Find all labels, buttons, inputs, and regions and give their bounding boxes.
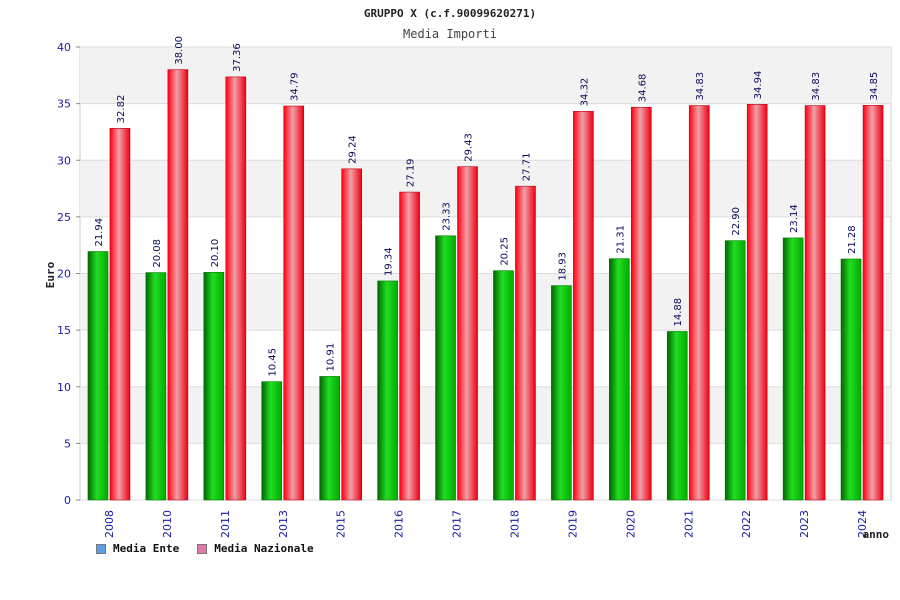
bar-media-ente-2011	[203, 272, 225, 501]
x-tick-label: 2008	[103, 510, 116, 538]
bar-media-ente-2018	[493, 270, 514, 501]
data-label: 20.25	[499, 237, 510, 266]
y-tick-label: 20	[57, 268, 71, 281]
x-axis-label: anno	[863, 528, 890, 541]
data-label: 20.10	[210, 239, 221, 268]
bar-media-nazionale-2024	[862, 105, 884, 501]
bar-media-ente-2015	[319, 376, 340, 501]
x-tick-label: 2011	[219, 510, 232, 538]
legend-item-media-ente: Media Ente	[96, 542, 179, 555]
legend: Media Ente Media Nazionale	[96, 542, 314, 555]
data-label: 34.32	[579, 78, 590, 107]
bar-media-nazionale-2016	[399, 191, 420, 501]
data-label: 27.19	[406, 158, 417, 187]
data-label: 34.94	[753, 71, 764, 100]
x-tick-label: 2021	[682, 510, 695, 538]
data-label: 34.83	[695, 72, 706, 101]
bar-media-ente-2017	[435, 235, 456, 501]
x-tick-label: 2015	[335, 510, 348, 538]
data-label: 29.24	[348, 135, 359, 164]
bar-media-ente-2023	[782, 237, 804, 501]
y-tick-label: 15	[57, 324, 71, 337]
x-tick-label: 2013	[277, 510, 290, 538]
y-tick-label: 10	[57, 381, 71, 394]
data-label: 34.79	[290, 72, 301, 101]
data-label: 29.43	[464, 133, 475, 162]
bar-media-ente-2021	[666, 331, 688, 501]
data-label: 23.14	[789, 204, 800, 233]
y-tick-label: 30	[57, 154, 71, 167]
y-axis-label: Euro	[44, 261, 57, 288]
x-tick-label: 2018	[508, 510, 521, 538]
y-tick-label: 25	[57, 211, 71, 224]
data-label: 23.33	[442, 202, 453, 231]
data-label: 32.82	[116, 95, 127, 124]
grid-band	[80, 160, 891, 217]
bar-media-nazionale-2010	[167, 69, 189, 501]
data-label: 10.45	[268, 348, 279, 377]
bar-media-nazionale-2022	[746, 104, 768, 501]
bar-media-nazionale-2008	[109, 128, 131, 501]
data-label: 27.71	[521, 153, 532, 182]
x-tick-label: 2017	[451, 510, 464, 538]
data-label: 34.83	[811, 72, 822, 101]
data-label: 38.00	[174, 36, 185, 65]
y-tick-label: 5	[64, 437, 71, 450]
x-tick-label: 2022	[740, 510, 753, 538]
bar-media-nazionale-2021	[688, 105, 710, 501]
data-label: 21.94	[94, 218, 105, 247]
grid-band	[80, 273, 891, 331]
x-tick-label: 2016	[393, 510, 406, 538]
bars-layer: 21.94 32.82 20.08 38.00 20.10 37.36 10.45 34.79…	[87, 36, 884, 501]
bar-media-nazionale-2019	[573, 111, 594, 501]
legend-swatch-media-nazionale	[197, 543, 208, 554]
chart-subtitle: Media Importi	[403, 27, 497, 41]
data-label: 20.08	[152, 239, 163, 268]
x-tick-label: 2010	[161, 510, 174, 538]
data-label: 19.34	[384, 247, 395, 276]
bar-media-nazionale-2023	[804, 105, 826, 501]
legend-swatch-media-ente	[96, 543, 106, 554]
data-label: 34.68	[637, 74, 648, 103]
bar-media-ente-2013	[261, 381, 283, 501]
bar-media-ente-2010	[145, 272, 167, 501]
data-label: 21.28	[847, 225, 858, 254]
x-axis-ticks: 2008 2010 2011 2013 2015 2016 2017 2018 2019 2020…	[103, 510, 869, 538]
bar-media-nazionale-2017	[457, 166, 478, 501]
legend-item-media-nazionale: Media Nazionale	[197, 542, 314, 555]
bar-media-ente-2024	[840, 258, 862, 501]
x-tick-label: 2024	[856, 510, 869, 538]
bar-media-ente-2008	[87, 251, 109, 501]
x-tick-label: 2023	[798, 510, 811, 538]
x-tick-label: 2019	[566, 510, 579, 538]
bar-media-nazionale-2020	[631, 106, 652, 501]
x-tick-label: 2020	[624, 510, 637, 538]
data-label: 18.93	[557, 252, 568, 281]
bar-media-ente-2019	[551, 285, 572, 501]
grid-band	[80, 47, 891, 104]
legend-label-media-nazionale: Media Nazionale	[214, 542, 314, 555]
legend-label-media-ente: Media Ente	[113, 542, 180, 555]
y-tick-label: 35	[57, 98, 71, 111]
data-label: 10.91	[326, 343, 337, 372]
bar-media-nazionale-2013	[283, 105, 305, 501]
data-label: 14.88	[673, 298, 684, 327]
bar-media-nazionale-2018	[515, 185, 536, 501]
grid-band	[80, 386, 891, 444]
data-label: 22.90	[731, 207, 742, 236]
bar-media-nazionale-2015	[341, 168, 362, 501]
bar-media-ente-2020	[609, 258, 630, 501]
chart-title: GRUPPO X (c.f.90099620271)	[364, 7, 536, 20]
bar-media-ente-2016	[377, 280, 398, 501]
y-tick-label: 0	[64, 494, 71, 507]
y-axis-ticks: 0 5 10 15 20 25 30 35 40	[57, 41, 71, 507]
bar-media-nazionale-2011	[225, 76, 247, 501]
y-tick-label: 40	[57, 41, 71, 54]
data-label: 34.85	[869, 72, 880, 101]
data-label: 37.36	[232, 43, 243, 72]
data-label: 21.31	[615, 225, 626, 254]
bar-media-ente-2022	[724, 240, 746, 501]
